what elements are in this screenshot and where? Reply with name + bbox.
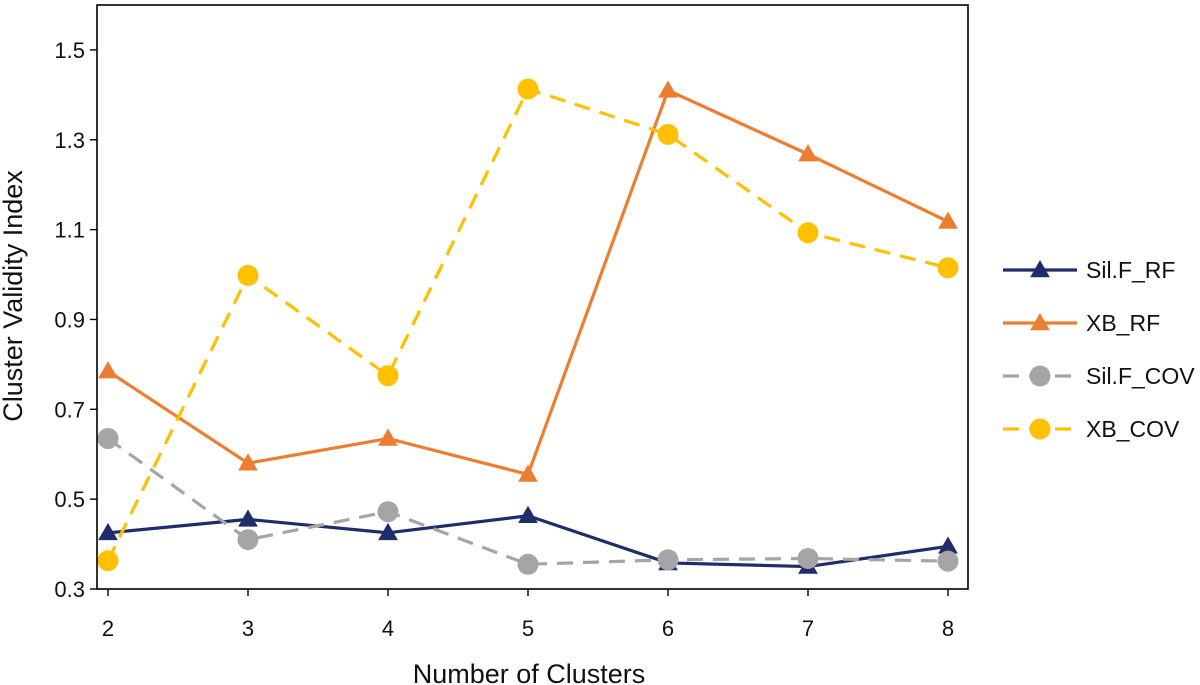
data-point xyxy=(937,257,959,279)
data-point xyxy=(378,522,398,541)
data-point xyxy=(937,550,959,572)
y-tick-label: 0.9 xyxy=(54,307,85,332)
x-tick-label: 2 xyxy=(102,616,114,641)
data-point xyxy=(938,211,958,229)
legend-item-xb-cov: XB_COV xyxy=(1003,416,1180,442)
axes: 0.3 0.5 0.7 0.9 1.1 1.3 1.5 2 3 4 5 6 7 8 xyxy=(54,4,969,641)
data-point xyxy=(98,361,118,379)
legend-label: XB_RF xyxy=(1086,310,1160,336)
data-point xyxy=(518,505,538,524)
y-tick-label: 1.5 xyxy=(54,38,85,63)
data-point xyxy=(377,365,399,387)
legend: Sil.F_RF XB_RF Sil.F_COV XB_COV xyxy=(1003,257,1195,442)
legend-marker xyxy=(1030,259,1050,278)
x-tick-label: 5 xyxy=(522,616,534,641)
legend-marker xyxy=(1030,312,1050,331)
y-tick-label: 1.3 xyxy=(54,128,85,153)
data-point xyxy=(237,264,259,286)
data-point xyxy=(518,464,538,482)
data-point xyxy=(797,222,819,244)
legend-label: Sil.F_RF xyxy=(1086,257,1175,283)
legend-item-sil-f-cov: Sil.F_COV xyxy=(1003,363,1195,389)
data-point xyxy=(98,522,118,541)
y-axis-title: Cluster Validity Index xyxy=(0,170,28,422)
data-point xyxy=(378,428,398,446)
data-point xyxy=(797,547,819,569)
y-tick-label: 0.5 xyxy=(54,487,85,512)
plot-frame xyxy=(96,4,969,590)
data-point xyxy=(238,509,258,527)
x-axis-title: Number of Clusters xyxy=(413,659,646,685)
data-point xyxy=(238,453,258,471)
x-tick-label: 7 xyxy=(802,616,814,641)
legend-label: Sil.F_COV xyxy=(1086,363,1195,389)
data-point xyxy=(657,123,679,145)
x-tick-label: 3 xyxy=(242,616,254,641)
data-point xyxy=(237,529,259,551)
legend-marker xyxy=(1029,365,1051,387)
x-tick-label: 4 xyxy=(382,616,394,641)
x-tick-label: 6 xyxy=(662,616,674,641)
y-tick-label: 0.3 xyxy=(54,577,85,602)
series-sil-f-cov xyxy=(97,428,959,575)
data-point xyxy=(657,549,679,571)
data-point xyxy=(658,80,678,98)
data-point xyxy=(97,550,119,572)
data-point xyxy=(517,553,539,575)
data-point xyxy=(97,428,119,450)
legend-marker xyxy=(1029,418,1051,440)
data-point xyxy=(517,78,539,100)
data-point xyxy=(798,144,818,162)
x-tick-label: 8 xyxy=(942,616,954,641)
series-line xyxy=(107,437,949,566)
series-xb-rf xyxy=(98,80,958,482)
legend-label: XB_COV xyxy=(1086,416,1180,442)
legend-item-xb-rf: XB_RF xyxy=(1003,310,1160,336)
y-tick-label: 0.7 xyxy=(54,397,85,422)
series-line xyxy=(107,88,949,477)
data-point xyxy=(377,501,399,523)
y-tick-label: 1.1 xyxy=(54,218,85,243)
legend-item-sil-f-rf: Sil.F_RF xyxy=(1003,257,1175,283)
series-xb-cov xyxy=(97,78,959,572)
plot-area xyxy=(97,78,959,575)
